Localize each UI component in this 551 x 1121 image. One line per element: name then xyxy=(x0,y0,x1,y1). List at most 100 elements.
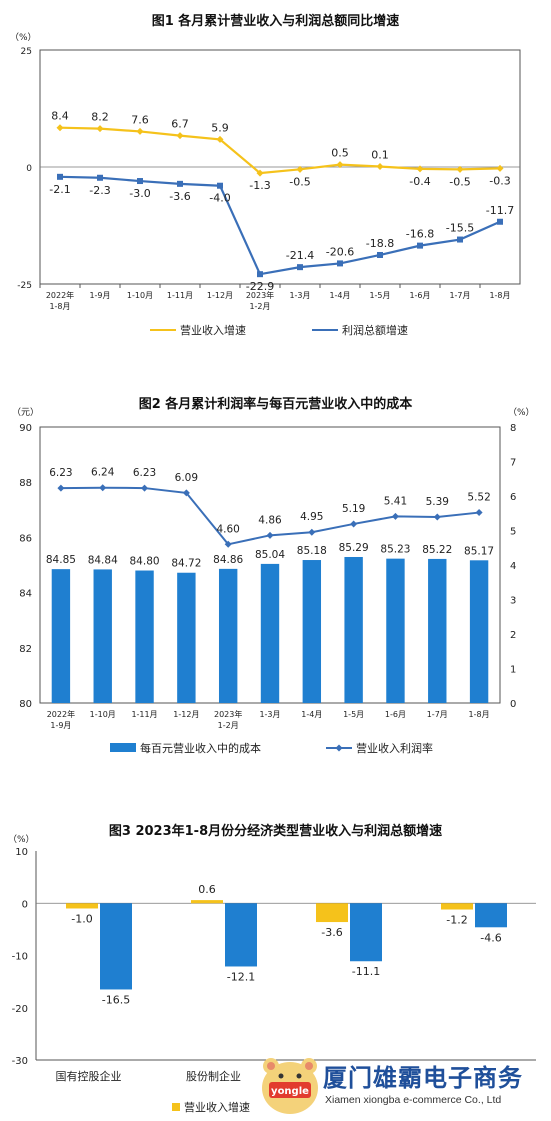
chart1-series-0-data-label: -1.3 xyxy=(249,179,270,192)
chart1-x-tick: 2022年 1-8月 xyxy=(46,290,74,311)
chart2-y-tick-right: 2 xyxy=(510,630,516,641)
chart1-series-1-data-label: -3.6 xyxy=(169,190,190,203)
chart1-x-tick: 1-9月 xyxy=(89,291,110,300)
chart1-x-tick: 1-10月 xyxy=(127,291,153,300)
chart1-title: 图1 各月累计营业收入与利润总额同比增速 xyxy=(151,14,400,29)
chart1-x-tick: 1-4月 xyxy=(329,291,350,300)
chart1-legend-label: 营业收入增速 xyxy=(180,323,246,337)
chart2-x-tick: 1-8月 xyxy=(469,710,490,719)
chart3-series-1-data-label: -16.5 xyxy=(102,993,130,1006)
chart2-line-point xyxy=(182,489,190,497)
chart1-series-0-data-label: 8.4 xyxy=(51,110,69,123)
chart2-y-tick-left: 80 xyxy=(19,699,32,710)
chart2-line-data-label: 6.09 xyxy=(175,472,198,484)
chart1-series-1-data-label: -18.8 xyxy=(366,237,394,250)
chart2-y-tick-left: 90 xyxy=(19,423,32,434)
chart1-series-1-data-label: -16.8 xyxy=(406,228,434,241)
chart1-series-1-point xyxy=(57,173,63,180)
chart2-bar xyxy=(469,560,489,703)
chart1-y-unit: （%） xyxy=(10,32,37,43)
chart3-series-1-bar xyxy=(100,903,132,990)
chart1-series-0-point xyxy=(56,124,64,132)
chart2-bar-data-label: 84.85 xyxy=(46,554,76,566)
chart2-bar xyxy=(135,570,154,703)
chart3-x-tick: 股份制企业 xyxy=(186,1069,241,1083)
chart1-series-0-point xyxy=(416,165,424,173)
chart2-bar-data-label: 84.86 xyxy=(213,554,243,566)
chart2-legend-line-label: 营业收入利润率 xyxy=(356,741,433,755)
badge-text: yongle xyxy=(271,1086,309,1097)
chart2-panel: 图2 各月累计利润率与每百元营业收入中的成本 （元） （%） 90 88 86 84 82 8… xyxy=(0,385,551,770)
company-english-name: Xiamen xiongba e-commerce Co., Ltd xyxy=(325,1094,502,1106)
chart3-series-0-data-label: -1.2 xyxy=(446,914,467,927)
chart2-title: 图2 各月累计利润率与每百元营业收入中的成本 xyxy=(138,397,413,412)
chart1-series-0-point xyxy=(336,161,344,169)
chart1-series-0-data-label: -0.3 xyxy=(489,174,510,187)
chart1-panel: 图1 各月累计营业收入与利润总额同比增速 （%） 25 0 -25 2022年 1-8月 1… xyxy=(0,0,551,345)
chart2-line-data-label: 5.52 xyxy=(467,492,490,504)
chart2-line-point xyxy=(57,484,65,492)
chart1-series-0-point xyxy=(376,163,384,171)
chart3-legend-swatch xyxy=(172,1103,180,1111)
chart3-y-tick: 10 xyxy=(15,847,28,858)
chart2-line-data-label: 5.41 xyxy=(384,495,407,507)
chart3-title: 图3 2023年1-8月份分经济类型营业收入与利润总额增速 xyxy=(108,824,443,839)
chart2-line-point xyxy=(433,513,441,521)
chart2-y-unit-right: （%） xyxy=(508,407,535,418)
chart2-bar xyxy=(260,563,280,703)
chart3-panel: 图3 2023年1-8月份分经济类型营业收入与利润总额增速 （%） 10 0 -10 -… xyxy=(0,812,551,1121)
chart2-line-point xyxy=(308,528,316,536)
chart1-x-tick: 1-8月 xyxy=(489,291,510,300)
chart1-legend-label: 利润总额增速 xyxy=(342,323,408,337)
chart2-x-tick: 1-3月 xyxy=(259,710,280,719)
chart1-series-0-data-label: 5.9 xyxy=(211,121,229,134)
chart3-series-1-bar xyxy=(350,903,382,962)
chart1-series-1-point xyxy=(137,178,143,185)
chart2-y-tick-left: 84 xyxy=(19,589,32,600)
chart2-line-data-label: 6.23 xyxy=(49,467,72,479)
chart2-y-tick-left: 88 xyxy=(19,478,32,489)
chart1-series-1-data-label: -21.4 xyxy=(286,249,314,262)
chart2-x-tick: 2023年 1-2月 xyxy=(214,709,242,730)
chart3-legend-label: 营业收入增速 xyxy=(184,1100,250,1114)
chart2-x-tick: 1-11月 xyxy=(131,710,157,719)
chart2-y-tick-right: 7 xyxy=(510,458,516,469)
chart1-series-1-data-label: -2.1 xyxy=(49,183,70,196)
chart3-series-1-data-label: -4.6 xyxy=(480,931,501,944)
chart2-x-tick: 2022年 1-9月 xyxy=(47,709,75,730)
chart2-line-data-label: 4.86 xyxy=(258,514,282,526)
chart2-line-data-label: 5.39 xyxy=(426,496,449,508)
chart1-y-tick: -25 xyxy=(17,281,32,291)
chart1-x-tick: 1-3月 xyxy=(289,291,310,300)
chart3-y-unit: （%） xyxy=(8,834,35,845)
chart2-y-tick-right: 4 xyxy=(510,561,516,572)
chart2-bar-data-label: 85.23 xyxy=(380,544,410,556)
chart1-series-1-data-label: -15.5 xyxy=(446,222,474,235)
chart2-bar-data-label: 84.72 xyxy=(171,558,201,570)
chart1-series-0-point xyxy=(296,165,304,173)
chart1-series-0-point xyxy=(176,132,184,140)
chart1-series-0-data-label: -0.5 xyxy=(289,175,310,188)
chart2-y-tick-right: 0 xyxy=(510,699,516,710)
chart2-y-tick-right: 3 xyxy=(510,596,516,607)
chart1-series-1-point xyxy=(497,218,503,225)
chart1-y-tick: 25 xyxy=(21,47,32,57)
chart2-line-point xyxy=(391,512,399,520)
chart2-y-tick-right: 8 xyxy=(510,423,516,434)
chart2-svg: （元） （%） 90 88 86 84 82 80 8 7 6 5 4 3 2 1 0 2022年 1-9月 1-10… xyxy=(12,407,535,755)
chart2-y-tick-right: 5 xyxy=(510,527,516,538)
chart3-series-0-bar xyxy=(66,903,98,909)
chart2-y-unit-left: （元） xyxy=(12,407,39,418)
chart2-line-point xyxy=(224,540,232,548)
chart1-x-tick: 1-7月 xyxy=(449,291,470,300)
chart1-series-1-point xyxy=(257,271,263,278)
chart2-y-tick-right: 1 xyxy=(510,665,516,676)
chart3-series-0-data-label: -1.0 xyxy=(71,912,92,925)
chart3-series-1-data-label: -12.1 xyxy=(227,970,255,983)
chart1-series-0-line xyxy=(59,126,501,175)
chart2-bar xyxy=(51,569,71,703)
chart1-series-0-point xyxy=(496,164,504,172)
company-watermark: yongle 厦门雄霸电子商务 Xiamen xiongba e-commerc… xyxy=(255,1048,551,1121)
chart2-line-data-label: 4.60 xyxy=(216,523,239,535)
chart2-y-tick-right: 6 xyxy=(510,492,516,503)
